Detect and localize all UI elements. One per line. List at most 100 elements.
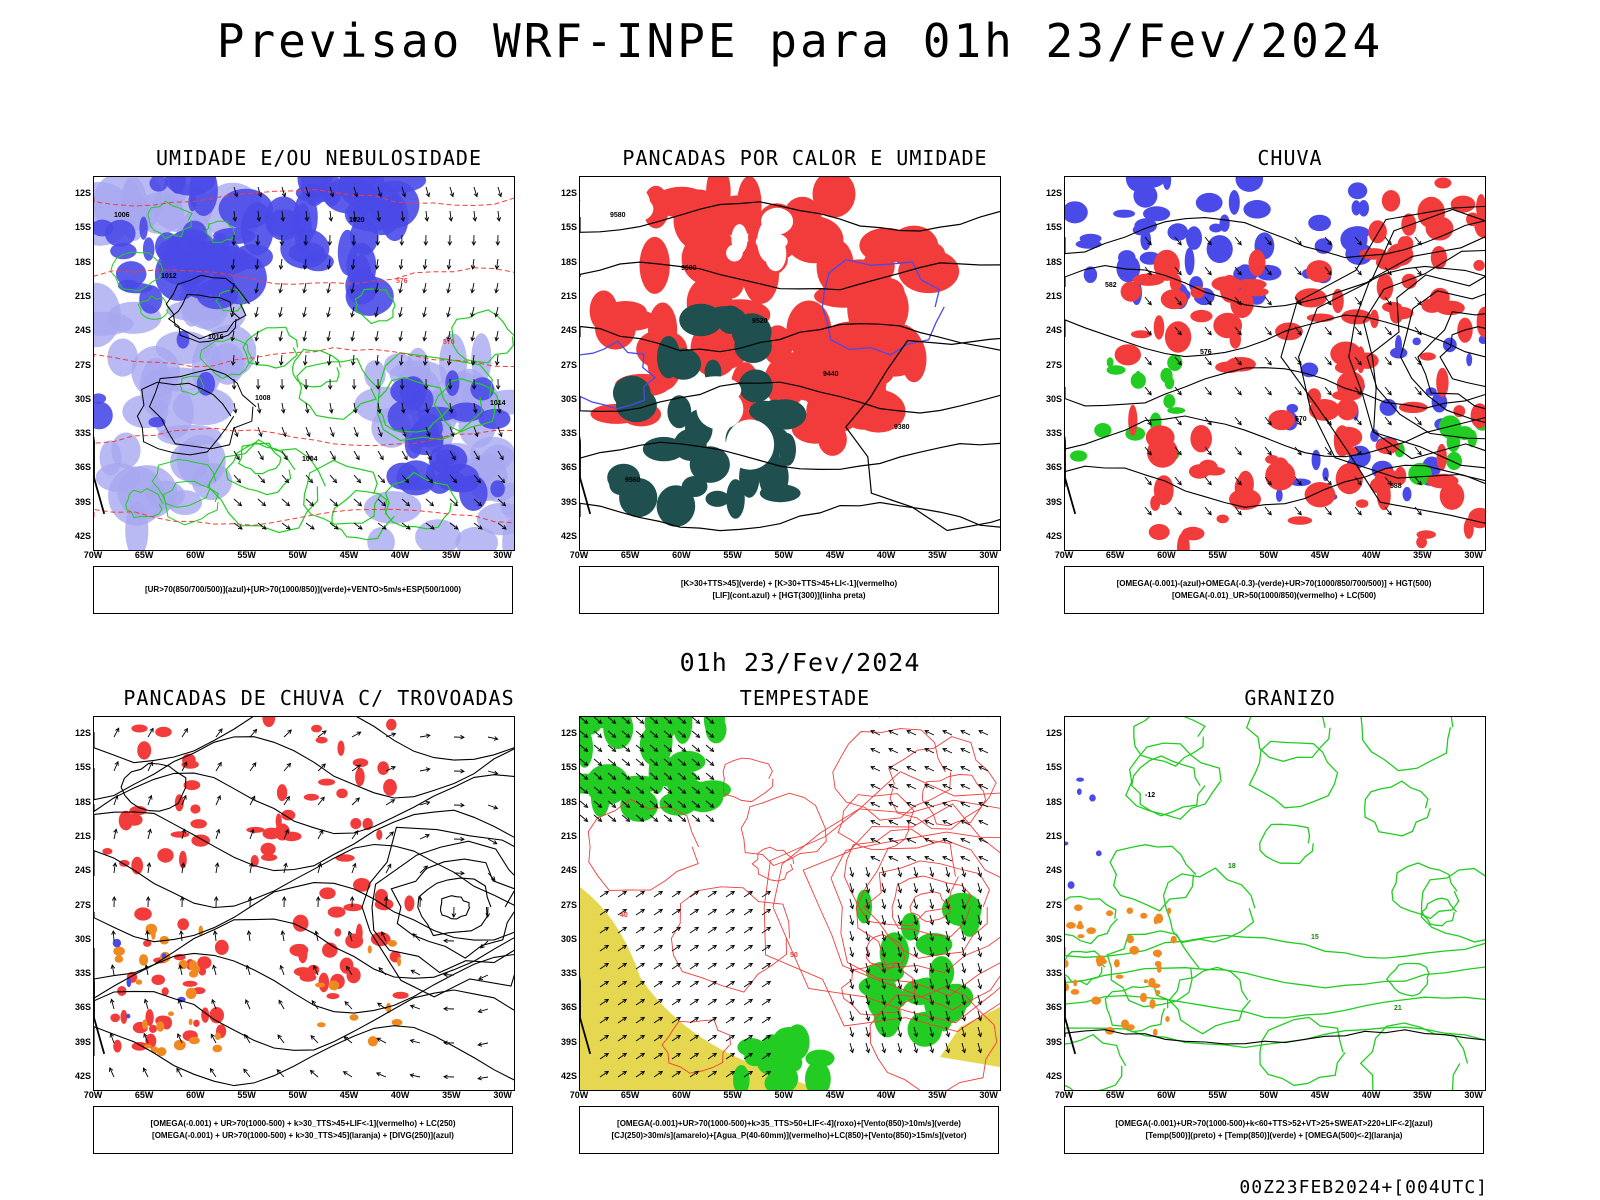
wind-vector-head [888,783,894,789]
wind-vector [328,258,331,269]
wind-vector-head [929,888,935,894]
shaded-area [396,460,436,496]
latitude-label: 42S [560,531,577,541]
wind-vector [607,730,616,738]
contour-line [821,258,945,356]
latitude-label: 39S [560,496,577,507]
wind-vector-head [377,1002,382,1008]
wind-vector-head [849,1032,855,1038]
jet-area [940,1007,1000,1067]
longitude-label: 45W [1310,1090,1330,1100]
wind-vector-head [391,766,396,771]
latitude-label: 39S [1045,496,1062,507]
wind-vector-head [304,217,310,222]
wind-vector-head [583,761,589,767]
wind-vector-head [1327,270,1332,276]
wind-vector-head [929,1016,935,1022]
shaded-area [246,826,265,833]
shaded-area [94,401,113,430]
wind-vector-head [766,1034,772,1040]
shaded-area [594,306,636,350]
wind-vector-head [961,1048,967,1054]
wind-vector-head [109,1067,114,1072]
wind-vector-head [379,455,384,461]
wind-vector [283,729,292,738]
wind-vector [1144,356,1152,366]
wind-vector [305,474,313,483]
wind-vector [1294,446,1302,456]
wind-vector [329,450,336,460]
wind-vector [327,330,331,341]
wind-vector [881,1010,886,1021]
wind-vector [945,930,950,941]
shaded-area [1369,477,1392,494]
wind-vector-head [977,1048,983,1054]
wind-vector [449,186,454,197]
wind-vector [1354,416,1362,426]
wind-vector [942,820,953,826]
wind-vector [743,927,753,934]
wind-vector-head [929,1032,935,1038]
wind-vector [635,730,644,738]
wind-vector-head [254,265,260,270]
wind-vector-head [460,870,465,876]
longitude-label: 50W [774,550,794,560]
wind-vector [961,1026,966,1037]
shaded-area [94,393,107,404]
shaded-area [179,850,187,869]
wind-vector-head [412,932,418,938]
wind-vector [1354,386,1362,396]
wind-vector [945,898,950,909]
wind-vector [849,1026,854,1037]
shaded-area [117,465,178,519]
wind-vector-head [179,896,185,901]
wind-vector [317,730,327,738]
wind-vector [310,1070,319,1078]
wind-vector [143,1033,149,1044]
wind-vector-head [143,998,149,1004]
wind-vector [231,306,235,317]
wind-vector [1144,476,1152,486]
wind-vector-head [924,855,930,861]
wind-vector-head [278,288,283,294]
wind-vector [351,764,361,772]
wind-vector [1384,416,1392,426]
wind-vector-head [282,432,287,438]
wind-vector [897,962,902,973]
shaded-area [349,1014,359,1021]
wind-vector [1204,236,1212,246]
wind-vector [381,931,387,942]
wind-vector-head [425,767,431,772]
wind-vector [399,282,403,293]
wind-vector [305,498,314,507]
wind-vector-head [888,765,894,771]
wind-vector-head [460,836,465,842]
shaded-area [104,219,136,247]
wind-vector-head [667,747,673,753]
wind-vector [257,522,267,530]
wind-vector-head [255,385,261,390]
wind-vector [599,1071,609,1078]
shaded-area [1190,309,1213,323]
contour-line [291,348,342,388]
wind-vector-head [597,803,603,809]
shaded-area [1332,390,1362,401]
wind-vector-head [977,872,983,878]
wind-vector-head [425,800,431,806]
wind-vector [677,814,686,822]
wind-vector-head [1237,330,1242,336]
shaded-area [1402,486,1412,502]
wind-vector-head [1207,510,1212,516]
wind-vector-head [145,930,150,935]
wind-vector [707,963,717,970]
wind-vector [1414,416,1422,426]
wind-vector [113,863,116,874]
shaded-area [1077,934,1085,939]
wind-vector [929,946,934,957]
wind-vector [1264,386,1272,396]
wind-vector [1384,266,1392,276]
wind-vector-head [1357,420,1362,426]
longitude-label: 30W [979,550,998,560]
shaded-area [300,177,328,207]
wind-vector-head [177,998,183,1004]
